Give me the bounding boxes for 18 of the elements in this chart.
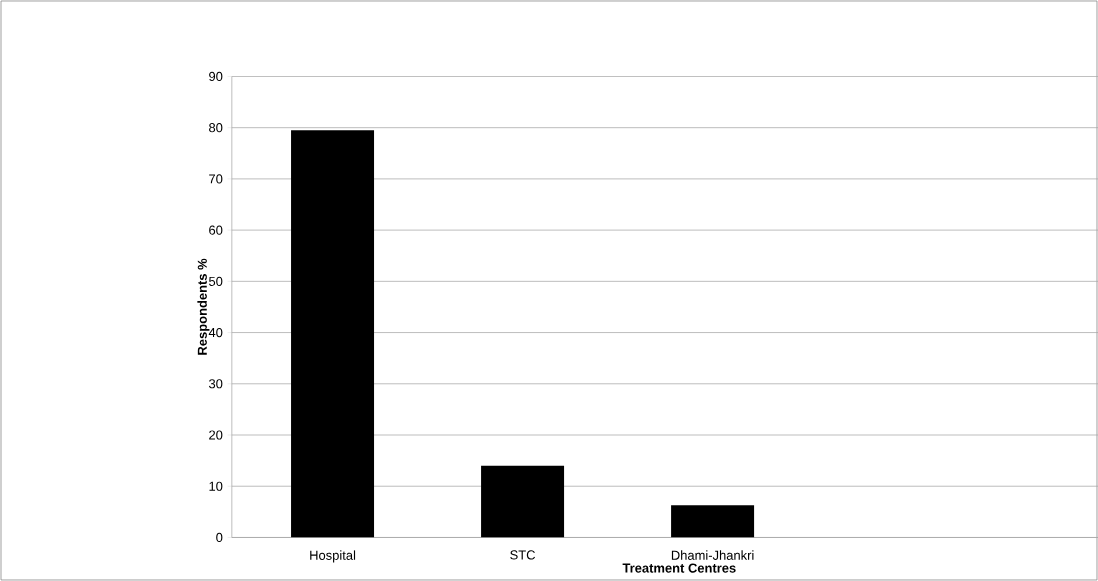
x-tick-label: Dhami-Jhankri <box>671 550 754 560</box>
x-tick-label: Hospital <box>310 550 356 563</box>
bar <box>291 130 375 538</box>
y-tick-label: 10 <box>209 481 223 491</box>
y-tick-label: 20 <box>209 430 223 440</box>
y-tick-label: 50 <box>209 276 223 286</box>
y-tick-label: 80 <box>209 123 223 133</box>
y-tick-label: 40 <box>208 327 223 338</box>
x-axis-title: Treatment Centres <box>622 563 736 573</box>
y-tick-label: 90 <box>209 71 223 82</box>
y-tick-label: 70 <box>209 174 223 184</box>
bar <box>481 465 565 538</box>
x-tick-label: STC <box>510 550 536 560</box>
bar <box>671 505 755 538</box>
y-tick-label: 0 <box>216 532 223 543</box>
y-tick-label: 30 <box>208 379 223 389</box>
y-axis-title: Respondents % <box>197 258 210 355</box>
y-tick-label: 60 <box>209 225 223 235</box>
